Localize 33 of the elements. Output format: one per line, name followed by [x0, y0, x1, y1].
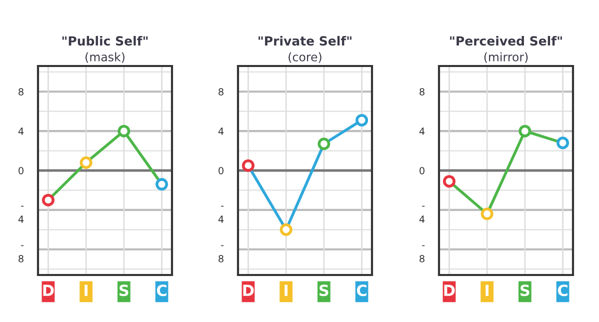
x-tick-label: C [156, 284, 166, 296]
y-tick-label: - 4 [419, 206, 425, 223]
x-tick-label: S [320, 284, 328, 296]
y-tick-label: 8 [18, 88, 24, 96]
x-tick-label: I [84, 284, 88, 296]
chart-subtitle: (mask) [86, 52, 124, 63]
y-tick-label: - 8 [18, 245, 24, 262]
y-tick-label: - 8 [420, 245, 425, 262]
y-tick-label: 0 [420, 166, 424, 174]
chart-title: "Perceived Self" [450, 36, 562, 46]
y-tick-label: - 4 [18, 206, 24, 223]
chart-subtitle: (mirror) [484, 52, 528, 63]
y-tick-label: 8 [218, 88, 224, 96]
chart-title: "Public Self" [62, 36, 148, 46]
x-tick-label: S [120, 284, 128, 296]
chart-title: "Private Self" [258, 36, 352, 46]
chart-subtitle: (core) [288, 52, 322, 63]
x-tick-label: D [43, 284, 54, 296]
y-tick-label: 4 [419, 128, 425, 135]
x-tick-label: C [356, 284, 366, 296]
y-tick-label: - 4 [218, 206, 224, 223]
x-tick-label: C [558, 284, 568, 296]
y-tick-label: - 8 [218, 245, 224, 262]
y-tick-label: 4 [18, 128, 24, 135]
y-tick-label: 8 [420, 88, 424, 96]
y-tick-label: 0 [218, 166, 224, 174]
x-tick-label: D [243, 284, 254, 296]
x-tick-label: D [444, 284, 455, 296]
x-tick-label: I [486, 284, 489, 296]
x-tick-label: I [284, 284, 288, 296]
y-tick-label: 4 [218, 128, 224, 135]
y-tick-label: 0 [18, 166, 24, 174]
x-tick-label: S [520, 284, 530, 296]
